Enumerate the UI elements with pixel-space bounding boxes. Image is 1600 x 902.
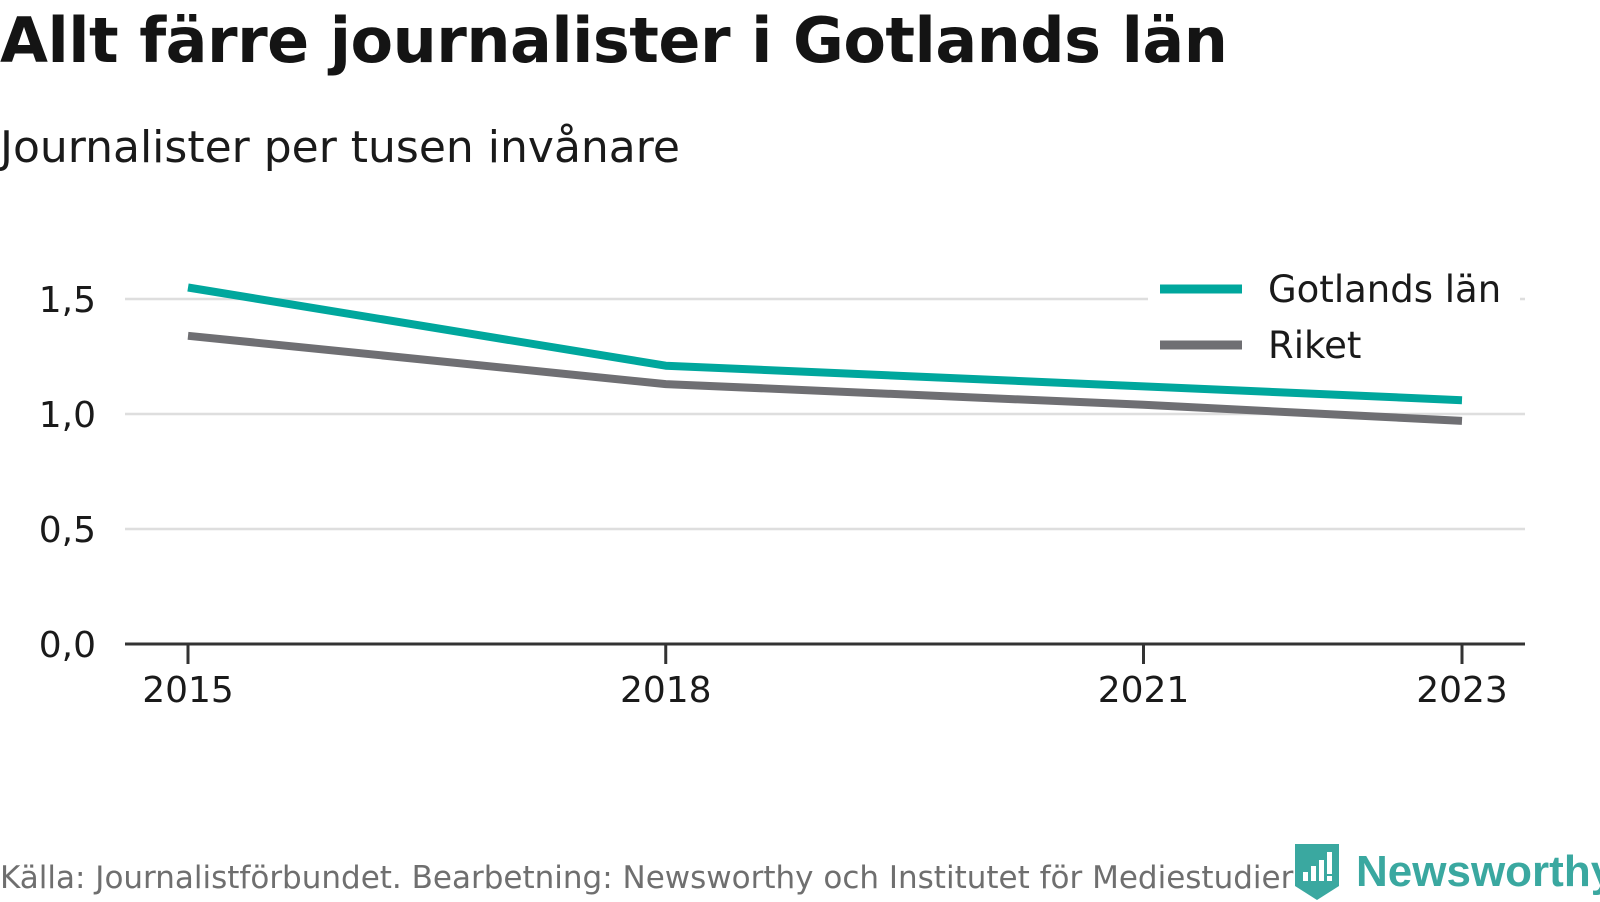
- x-tick-label: 2021: [1098, 670, 1190, 711]
- y-tick-label: 1,5: [39, 280, 96, 321]
- source-note: Källa: Journalistförbundet. Bearbetning:…: [0, 860, 1294, 896]
- y-tick-label: 1,0: [39, 395, 96, 436]
- x-tick-label: 2015: [142, 670, 234, 711]
- y-axis-labels: 0,0 0,5 1,0 1,5: [39, 280, 96, 666]
- x-tick-label: 2023: [1416, 670, 1508, 711]
- legend-label: Gotlands län: [1268, 268, 1501, 311]
- legend-label: Riket: [1268, 324, 1361, 367]
- series-lines: [187, 283, 1463, 425]
- x-tick-label: 2018: [620, 670, 712, 711]
- series-line-gotlands-l-n: [187, 283, 1463, 405]
- x-axis: 2015 2018 2021 2023: [125, 642, 1525, 711]
- y-tick-label: 0,0: [39, 625, 96, 666]
- y-tick-label: 0,5: [39, 510, 96, 551]
- brand-logo[interactable]: Newsworthy: [1292, 842, 1600, 902]
- chart-title: Allt färre journalister i Gotlands län: [0, 4, 1228, 77]
- series-line-riket: [187, 331, 1463, 425]
- legend-background: [1148, 262, 1520, 372]
- brand-name: Newsworthy: [1356, 847, 1600, 896]
- newsworthy-logo-icon: [1295, 844, 1339, 900]
- legend: Gotlands län Riket: [1148, 262, 1520, 372]
- chart-subtitle: Journalister per tusen invånare: [0, 122, 680, 173]
